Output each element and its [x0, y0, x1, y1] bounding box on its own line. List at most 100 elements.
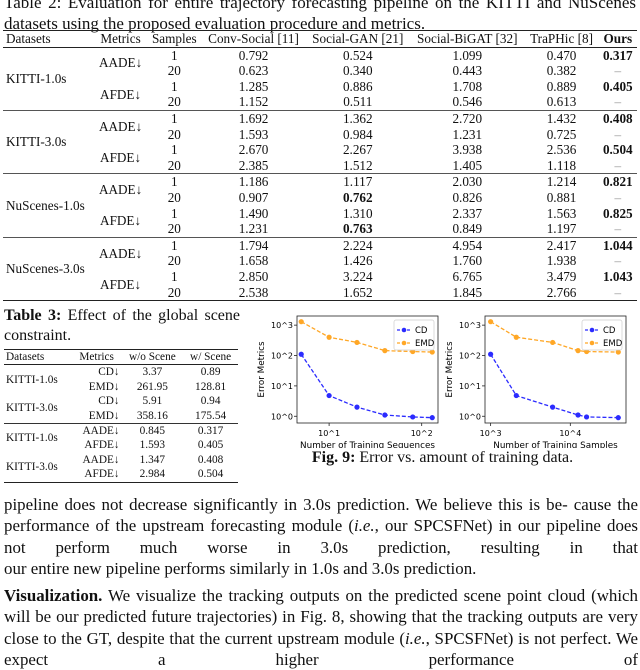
column-header: Social-GAN [21] [312, 31, 404, 46]
cell-text: 1.197 [546, 221, 577, 237]
cell-text: 1.692 [238, 110, 269, 126]
table-3-caption: Table 3: Effect of the global scene cons… [4, 306, 240, 346]
value-cell: 0.881 [525, 190, 599, 206]
value-cell: – [599, 285, 637, 301]
cell-text: 0.849 [452, 221, 483, 237]
cell-text: 0.881 [546, 189, 577, 205]
cell-text: 2.267 [342, 142, 373, 158]
legend-marker [589, 327, 595, 333]
table-group: KITTI-1.0s CD↓ 3.37 0.89 EMD↓ 261.95 128.81 [4, 365, 238, 394]
value-cell: 1.490 [202, 206, 306, 222]
value-cell: 5.91 [142, 395, 163, 408]
cell-text: 3.938 [452, 142, 483, 158]
cell-text: 0.340 [342, 63, 373, 79]
cell-text: 2.385 [238, 157, 269, 173]
data-point-emd [513, 334, 519, 340]
y-tick-label: 10^0 [459, 412, 481, 421]
cell-text: 1.117 [343, 174, 373, 190]
column-header: Datasets [6, 351, 45, 363]
value-cell: 1.197 [525, 221, 599, 237]
cell-text: 0.762 [342, 189, 373, 205]
data-point-emd [298, 319, 304, 325]
cell-text: 1.708 [452, 78, 483, 94]
cell-text: 0.889 [546, 78, 577, 94]
value-cell: 20 [147, 63, 202, 79]
y-tick-label: 10^0 [271, 412, 293, 421]
value-cell: 1.593 [139, 439, 166, 452]
value-cell: 1.938 [525, 253, 599, 269]
figure-9-label: Fig. 9: [311, 449, 356, 466]
table-3-caption-text: Effect of the global scene constraint. [4, 307, 240, 344]
cell-text: – [614, 94, 622, 110]
value-cell: 1.692 [202, 110, 306, 126]
y-tick-label: 10^2 [459, 352, 481, 361]
dataset-cell: KITTI-1.0s [6, 373, 58, 386]
value-cell: 1.845 [410, 285, 524, 301]
value-cell: 1.405 [410, 158, 524, 174]
value-cell: CD↓ [98, 395, 120, 408]
cell-text: – [614, 126, 622, 142]
table-row: 20 1.231 0.763 0.849 1.197 – [3, 221, 637, 237]
value-cell: 0.317 [599, 47, 637, 63]
cell-text: 0.613 [546, 94, 577, 110]
cell-text: 1.658 [238, 253, 269, 269]
legend: CD EMD [581, 319, 623, 351]
value-cell: 1.152 [202, 94, 306, 110]
data-point-cd [583, 414, 590, 420]
series-line-emd [300, 321, 433, 353]
cell-text: 1.043 [602, 268, 633, 284]
dataset-cell: NuScenes-1.0s [6, 197, 85, 213]
y-tick-label: 10^2 [271, 352, 293, 361]
data-point-cd [354, 404, 360, 410]
cell-text: 1.938 [546, 253, 577, 269]
value-cell: 2.536 [525, 142, 599, 158]
cell-text: 2.417 [546, 237, 577, 253]
chart-svg: 10^3 10^4 10^0 10^1 10^2 10^3 Number of Traini… [445, 315, 627, 451]
value-cell: 1.652 [306, 285, 411, 301]
value-cell: 20 [147, 221, 202, 237]
x-axis-label: Number of Training Samples [493, 441, 618, 448]
metric-cell: AFDE↓ [100, 86, 142, 102]
cell-text: 0.470 [546, 47, 577, 63]
cell-text: 0.984 [342, 126, 373, 142]
value-cell: 2.030 [410, 174, 524, 190]
cell-text: 0.623 [238, 63, 269, 79]
cell-text: – [614, 157, 622, 173]
chart-training-samples: 10^3 10^4 10^0 10^1 10^2 10^3 Number of Traini… [436, 308, 631, 453]
series-line-emd [490, 321, 619, 353]
cell-text: 1.362 [342, 110, 373, 126]
data-point-emd [615, 349, 621, 355]
text-italic: i.e. [404, 628, 426, 648]
data-point-cd [575, 412, 581, 418]
data-point-emd [575, 348, 581, 354]
cell-text: 2.224 [342, 237, 373, 253]
y-tick-label: 10^1 [271, 382, 293, 391]
value-cell: 1 [147, 237, 202, 253]
data-point-cd [513, 392, 519, 399]
cell-text: 3.479 [546, 268, 577, 284]
value-cell: – [599, 94, 637, 110]
value-cell: 20 [147, 253, 202, 269]
figure-9-text: Error vs. amount of training data. [355, 449, 574, 466]
value-cell: EMD↓ [88, 380, 120, 393]
cell-text: 20 [167, 157, 181, 173]
value-cell: 2.385 [202, 158, 306, 174]
value-cell: 1.043 [599, 269, 637, 285]
table-row: AFDE↓ 1 2.850 3.224 6.765 3.479 1.043 [3, 268, 637, 292]
cell-text: 1.563 [546, 205, 577, 221]
value-cell: AADE↓ [82, 453, 120, 466]
table-row: 20 1.593 0.984 1.231 0.725 – [3, 127, 637, 143]
cell-text: – [614, 253, 622, 269]
column-header: Datasets [6, 31, 51, 46]
data-point-cd [488, 351, 494, 357]
cell-text: 1.099 [452, 47, 483, 63]
dataset-cell: KITTI-1.0s [6, 70, 67, 86]
value-cell: – [599, 63, 637, 79]
cell-text: 0.511 [343, 94, 373, 110]
cell-text: 0.317 [602, 47, 633, 63]
cell-text: 0.825 [602, 205, 633, 221]
table-3-label: Table 3: [4, 307, 62, 324]
cell-text: 1.285 [238, 78, 269, 94]
table-row: 20 0.907 0.762 0.826 0.881 – [3, 190, 637, 206]
value-cell: 0.317 [197, 425, 224, 438]
